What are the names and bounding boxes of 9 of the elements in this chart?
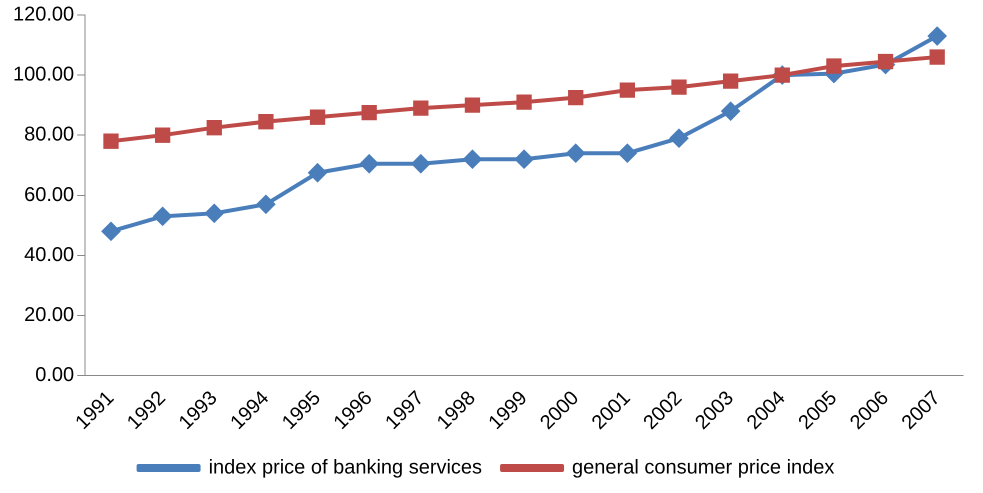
legend-label: index price of banking services xyxy=(208,456,482,479)
y-tick-label: 20.00 xyxy=(24,304,74,326)
y-tick-label: 120.00 xyxy=(13,4,74,26)
y-tick-label: 60.00 xyxy=(24,184,74,206)
y-tick-label: 100.00 xyxy=(13,64,74,86)
y-tick-label: 0.00 xyxy=(35,364,74,386)
legend-label: general consumer price index xyxy=(572,456,834,479)
y-tick-label: 40.00 xyxy=(24,244,74,266)
y-tick-label: 80.00 xyxy=(24,124,74,146)
